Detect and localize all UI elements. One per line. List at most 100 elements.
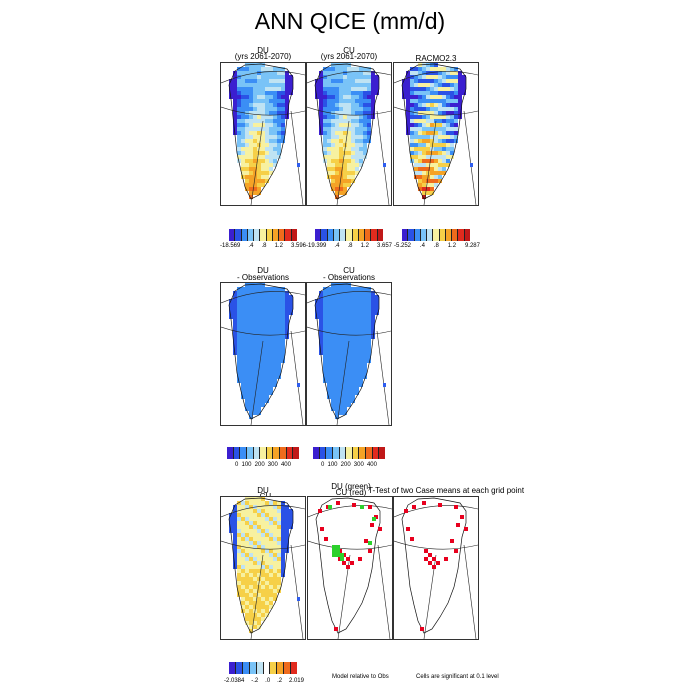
racmo-colorbar — [402, 229, 470, 241]
colorbar-swatch — [235, 229, 242, 241]
du-obs-tick: 200 — [254, 462, 265, 468]
greenland-coastline — [401, 497, 467, 634]
island-marker — [297, 383, 300, 387]
racmo-title: RACMO2.3 — [415, 54, 457, 63]
colorbar-swatch — [433, 229, 440, 241]
colorbar-swatch — [246, 447, 254, 459]
cu-tick: 1.2 — [360, 243, 369, 249]
colorbar-swatch — [270, 662, 278, 674]
colorbar-swatch — [332, 447, 340, 459]
du-tick: -18.569 — [220, 243, 241, 249]
du-obs-tick: 0 — [235, 462, 239, 468]
significance-note: Cells are significant at 0.1 level — [416, 674, 499, 680]
colorbar-swatch — [420, 229, 428, 241]
map-gridlines — [308, 505, 392, 639]
map-cells — [402, 63, 466, 199]
map-gridlines — [394, 71, 478, 205]
colorbar-swatch — [272, 229, 280, 241]
colorbar-swatch — [229, 662, 236, 674]
colorbar-swatch — [377, 229, 383, 241]
cu-obs-colorbar — [313, 447, 386, 459]
cu-title: CU — [343, 46, 355, 55]
du-cu-tick: -.2 — [251, 678, 259, 684]
greenland-coastline — [314, 63, 380, 200]
cu-obs-title: CU — [343, 266, 355, 275]
du-obs-tick: 400 — [280, 462, 291, 468]
model-relative-note: Model relative to Obs — [332, 674, 389, 680]
colorbar-swatch — [240, 447, 247, 459]
du-obs-subtitle: - Observations — [236, 273, 290, 282]
colorbar-swatch — [249, 662, 257, 674]
du-obs-tick: 300 — [267, 462, 278, 468]
cu-obs-tick: 100 — [327, 462, 338, 468]
colorbar-swatch — [280, 447, 287, 459]
colorbar-swatch — [233, 447, 241, 459]
colorbar-swatch — [371, 229, 378, 241]
du-cu-diff-map-panel — [220, 496, 306, 640]
map-cells — [315, 63, 379, 199]
figure-title: ANN QICE (mm/d) — [254, 8, 446, 34]
colorbar-swatch — [291, 662, 298, 674]
racmo-map-panel — [393, 62, 479, 206]
significant-cells — [404, 501, 468, 631]
du-cu-tick: .0 — [265, 678, 271, 684]
cu-obs-colorbar-ticks: 0 100 200 300 400 — [321, 462, 377, 468]
colorbar-swatch — [291, 229, 297, 241]
cu-red-subtitle: CU (red) — [335, 488, 367, 497]
cu-obs-tick: 400 — [366, 462, 377, 468]
map-cells — [229, 497, 293, 633]
colorbar-swatch — [279, 229, 286, 241]
colorbar-swatch — [254, 229, 261, 241]
du-title: DU — [257, 46, 269, 55]
racmo-colorbar-ticks: -5.252 .4 .8 1.2 9.287 — [394, 243, 480, 249]
colorbar-swatch — [439, 229, 446, 241]
map-cells — [229, 63, 293, 199]
cu-tick: 3.657 — [376, 243, 392, 249]
colorbar-swatch — [326, 447, 333, 459]
du-cu-tick: 2.019 — [288, 678, 304, 684]
greenland-coastline — [314, 283, 380, 420]
colorbar-swatch — [359, 447, 367, 459]
island-marker — [297, 597, 300, 601]
colorbar-swatch — [256, 662, 264, 674]
island-marker — [383, 383, 386, 387]
colorbar-swatch — [346, 447, 353, 459]
du-green-cu-red-map-panel — [307, 496, 393, 640]
colorbar-swatch — [414, 229, 421, 241]
colorbar-swatch — [227, 447, 234, 459]
cu-tick: -19.399 — [306, 243, 327, 249]
colorbar-swatch — [229, 229, 236, 241]
colorbar-swatch — [286, 447, 294, 459]
du-cu-tick: .2 — [277, 678, 283, 684]
ttest-map-panel — [393, 496, 479, 640]
colorbar-swatch — [346, 229, 353, 241]
cu-tick: .8 — [347, 243, 353, 249]
du-obs-colorbar — [227, 447, 300, 459]
greenland-coastline — [228, 63, 294, 200]
colorbar-swatch — [365, 229, 372, 241]
racmo-tick: .8 — [433, 243, 439, 249]
racmo-tick: -5.252 — [394, 243, 412, 249]
du-tick: .4 — [248, 243, 254, 249]
du-cu-colorbar-ticks: -2.0384 -.2 .0 .2 2.019 — [224, 678, 304, 684]
cu-subtitle: (yrs 2061-2070) — [320, 52, 378, 61]
colorbar-swatch — [402, 229, 409, 241]
colorbar-swatch — [263, 662, 271, 674]
island-marker — [470, 163, 473, 167]
map-gridlines — [307, 291, 391, 425]
colorbar-swatch — [293, 447, 300, 459]
du-green-title: DU (green) — [331, 482, 371, 491]
racmo-tick: 1.2 — [447, 243, 457, 249]
cu-obs-tick: 300 — [353, 462, 364, 468]
colorbar-swatch — [408, 229, 415, 241]
colorbar-swatch — [241, 229, 248, 241]
du-tick: 1.2 — [274, 243, 283, 249]
du-obs-tick: 100 — [241, 462, 252, 468]
colorbar-swatch — [285, 229, 292, 241]
du-tick: .8 — [261, 243, 267, 249]
colorbar-swatch — [464, 229, 470, 241]
colorbar-swatch — [339, 447, 347, 459]
greenland-coastline — [228, 497, 294, 634]
colorbar-swatch — [260, 229, 267, 241]
map-gridlines — [307, 71, 391, 205]
